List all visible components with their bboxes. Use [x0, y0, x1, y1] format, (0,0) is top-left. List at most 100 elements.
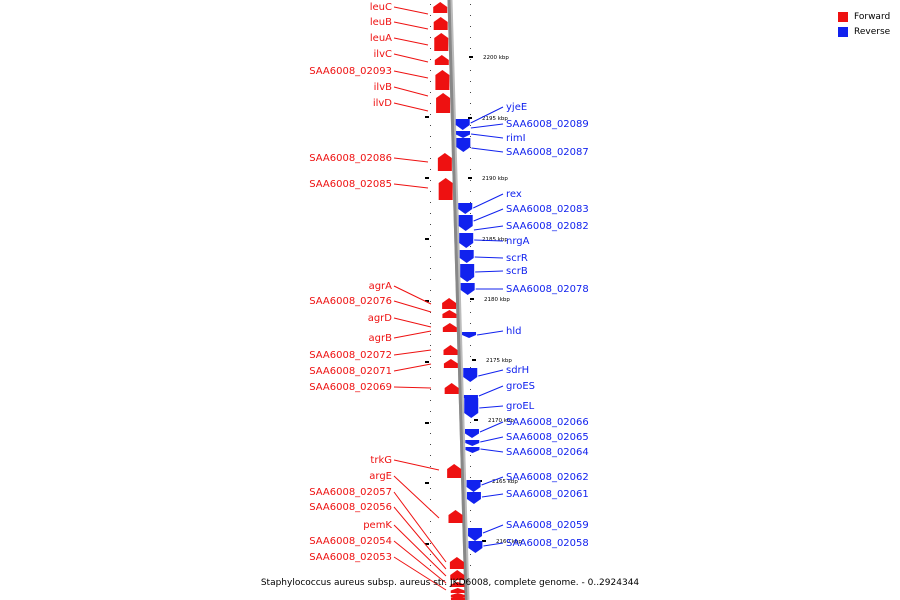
reverse-gene-1[interactable] — [456, 131, 471, 138]
forward-gene-label[interactable]: leuC — [370, 2, 392, 13]
reverse-gene-7[interactable] — [460, 264, 475, 282]
reverse-gene-16[interactable] — [466, 480, 481, 492]
forward-gene-label[interactable]: SAA6008_02086 — [309, 153, 392, 164]
reverse-gene-label[interactable]: SAA6008_02065 — [506, 432, 589, 443]
reverse-gene-label[interactable]: rimI — [506, 133, 526, 144]
guide-dot — [430, 389, 431, 390]
forward-gene-label[interactable]: trkG — [370, 455, 392, 466]
gene-layer — [433, 2, 483, 600]
reverse-gene-label[interactable]: SAA6008_02062 — [506, 472, 589, 483]
reverse-gene-19[interactable] — [468, 541, 483, 553]
forward-gene-17[interactable] — [450, 570, 465, 580]
forward-gene-7[interactable] — [438, 178, 453, 200]
forward-gene-label[interactable]: agrA — [369, 281, 393, 292]
reverse-gene-label[interactable]: SAA6008_02089 — [506, 119, 589, 130]
forward-gene-label[interactable]: ilvD — [373, 98, 392, 109]
guide-dot — [430, 466, 431, 467]
guide-dot — [430, 125, 431, 126]
forward-gene-20[interactable] — [450, 593, 465, 597]
forward-gene-label[interactable]: SAA6008_02069 — [309, 382, 392, 393]
reverse-gene-label[interactable]: SAA6008_02078 — [506, 284, 589, 295]
genome-caption: Staphylococcus aureus subsp. aureus str.… — [260, 578, 640, 588]
reverse-gene-3[interactable] — [458, 203, 473, 214]
forward-gene-label[interactable]: SAA6008_02056 — [309, 502, 392, 513]
guide-dot — [470, 37, 471, 38]
reverse-gene-12[interactable] — [464, 398, 479, 418]
forward-gene-14[interactable] — [447, 464, 462, 478]
forward-gene-18[interactable] — [450, 582, 465, 587]
reverse-gene-label[interactable]: SAA6008_02059 — [506, 520, 589, 531]
tick-label: 2160 kbp — [496, 539, 522, 545]
reverse-gene-15[interactable] — [465, 447, 480, 453]
reverse-gene-label[interactable]: sdrH — [506, 365, 529, 376]
forward-gene-0[interactable] — [433, 2, 448, 13]
reverse-gene-label[interactable]: SAA6008_02083 — [506, 204, 589, 215]
reverse-gene-2[interactable] — [456, 138, 471, 152]
reverse-gene-9[interactable] — [462, 332, 477, 338]
reverse-gene-13[interactable] — [465, 429, 480, 438]
reverse-gene-label[interactable]: SAA6008_02082 — [506, 221, 589, 232]
reverse-gene-5[interactable] — [459, 233, 474, 248]
reverse-gene-label[interactable]: hld — [506, 326, 521, 337]
reverse-gene-14[interactable] — [465, 440, 480, 446]
reverse-gene-label[interactable]: SAA6008_02066 — [506, 417, 589, 428]
forward-gene-label[interactable]: SAA6008_02085 — [309, 179, 392, 190]
reverse-gene-0[interactable] — [455, 119, 470, 130]
forward-gene-3[interactable] — [434, 55, 449, 65]
label-layer: leuC leuB leuA ilvC SAA6008_02093 ilvB ilvD SAA… — [309, 2, 589, 591]
forward-gene-label[interactable]: leuB — [370, 17, 392, 28]
reverse-gene-4[interactable] — [458, 215, 473, 231]
reverse-gene-label[interactable]: groEL — [506, 401, 535, 412]
forward-gene-9[interactable] — [442, 310, 457, 318]
forward-gene-label[interactable]: agrD — [368, 313, 393, 324]
forward-gene-label[interactable]: pemK — [363, 520, 392, 531]
reverse-gene-label[interactable]: SAA6008_02064 — [506, 447, 589, 458]
reverse-gene-label[interactable]: SAA6008_02058 — [506, 538, 589, 549]
reverse-gene-label[interactable]: rex — [506, 189, 522, 200]
forward-gene-label[interactable]: argE — [369, 471, 392, 482]
reverse-gene-6[interactable] — [459, 250, 474, 263]
forward-gene-label[interactable]: leuA — [370, 33, 392, 44]
forward-gene-8[interactable] — [442, 298, 457, 309]
forward-gene-15[interactable] — [448, 510, 463, 523]
reverse-gene-label[interactable]: groES — [506, 381, 535, 392]
forward-gene-label[interactable]: ilvC — [374, 49, 392, 60]
forward-gene-label[interactable]: SAA6008_02071 — [309, 366, 392, 377]
forward-gene-label[interactable]: agrB — [369, 333, 393, 344]
reverse-gene-8[interactable] — [460, 283, 475, 295]
reverse-gene-17[interactable] — [466, 492, 481, 504]
forward-gene-12[interactable] — [443, 359, 458, 368]
reverse-gene-label[interactable]: nrgA — [506, 236, 530, 247]
reverse-gene-label[interactable]: scrB — [506, 266, 528, 277]
reverse-gene-label[interactable]: scrR — [506, 253, 528, 264]
forward-gene-1[interactable] — [433, 17, 448, 30]
forward-gene-label[interactable]: SAA6008_02076 — [309, 296, 392, 307]
reverse-gene-18[interactable] — [468, 528, 483, 541]
guide-dot — [430, 103, 431, 104]
forward-gene-11[interactable] — [443, 345, 458, 355]
guide-dot — [430, 48, 431, 49]
guide-dot — [430, 202, 431, 203]
forward-gene-19[interactable] — [450, 588, 465, 593]
reverse-gene-label[interactable]: SAA6008_02087 — [506, 147, 589, 158]
reverse-gene-10[interactable] — [463, 368, 478, 382]
forward-gene-label[interactable]: SAA6008_02053 — [309, 552, 392, 563]
forward-leader-line — [393, 285, 432, 305]
forward-gene-2[interactable] — [434, 33, 449, 51]
forward-gene-16[interactable] — [449, 557, 464, 569]
forward-gene-13[interactable] — [444, 383, 459, 394]
forward-gene-10[interactable] — [442, 323, 457, 332]
forward-gene-label[interactable]: ilvB — [374, 82, 392, 93]
forward-gene-label[interactable]: SAA6008_02057 — [309, 487, 392, 498]
forward-gene-label[interactable]: SAA6008_02072 — [309, 350, 392, 361]
forward-gene-label[interactable]: SAA6008_02054 — [309, 536, 392, 547]
guide-dot — [430, 92, 431, 93]
reverse-gene-label[interactable]: SAA6008_02061 — [506, 489, 589, 500]
forward-gene-21[interactable] — [450, 596, 465, 599]
tick-mark — [472, 359, 476, 361]
forward-gene-6[interactable] — [437, 153, 452, 171]
reverse-gene-label[interactable]: yjeE — [506, 102, 527, 113]
forward-gene-5[interactable] — [436, 93, 451, 113]
forward-gene-4[interactable] — [435, 70, 450, 90]
forward-gene-label[interactable]: SAA6008_02093 — [309, 66, 392, 77]
